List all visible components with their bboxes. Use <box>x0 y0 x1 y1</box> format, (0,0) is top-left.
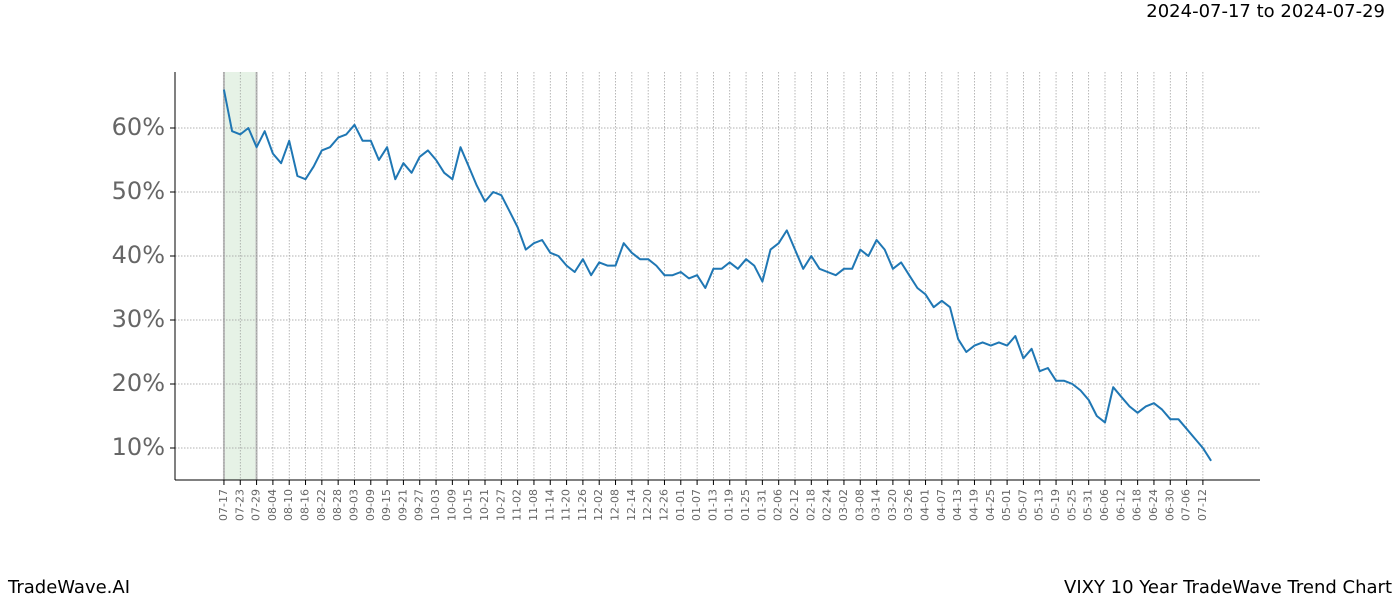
x-tick-label: 07-29 <box>250 489 263 521</box>
x-tick-label: 04-07 <box>935 489 948 521</box>
x-tick-label: 12-08 <box>609 489 622 521</box>
x-tick-label: 08-10 <box>282 489 295 521</box>
x-tick-label: 04-19 <box>967 489 980 521</box>
x-tick-label: 02-18 <box>804 489 817 521</box>
x-tick-label: 08-22 <box>315 489 328 521</box>
x-tick-label: 10-09 <box>445 489 458 521</box>
x-tick-label: 08-04 <box>266 489 279 521</box>
x-tick-label: 03-02 <box>837 489 850 521</box>
x-tick-label: 02-12 <box>788 489 801 521</box>
x-tick-label: 05-25 <box>1065 489 1078 521</box>
date-range: 2024-07-17 to 2024-07-29 <box>1146 1 1385 22</box>
x-tick-label: 05-13 <box>1033 489 1046 521</box>
x-tick-label: 05-01 <box>1000 489 1013 521</box>
x-tick-label: 03-20 <box>886 489 899 521</box>
x-tick-label: 07-06 <box>1180 489 1193 521</box>
x-tick-label: 12-14 <box>625 489 638 521</box>
x-tick-label: 07-23 <box>233 489 246 521</box>
x-tick-label: 10-27 <box>494 489 507 521</box>
x-tick-label: 01-31 <box>755 489 768 521</box>
x-tick-label: 11-08 <box>527 489 540 521</box>
x-tick-label: 01-19 <box>723 489 736 521</box>
x-tick-label: 11-02 <box>511 489 524 521</box>
x-tick-label: 01-01 <box>674 489 687 521</box>
brand: TradeWave.AI <box>7 577 130 598</box>
x-tick-label: 04-13 <box>951 489 964 521</box>
x-tick-label: 07-17 <box>217 489 230 521</box>
x-tick-label: 12-02 <box>592 489 605 521</box>
x-tick-label: 12-20 <box>641 489 654 521</box>
x-tick-label: 09-21 <box>396 489 409 521</box>
x-tick-label: 08-16 <box>299 489 312 521</box>
x-tick-label: 01-13 <box>706 489 719 521</box>
x-tick-label: 06-12 <box>1114 489 1127 521</box>
x-tick-label: 11-20 <box>560 489 573 521</box>
x-tick-label: 03-26 <box>902 489 915 521</box>
x-tick-label: 01-25 <box>739 489 752 521</box>
y-tick-label: 10% <box>112 433 165 461</box>
y-tick-label: 60% <box>112 113 165 141</box>
x-tick-label: 03-08 <box>853 489 866 521</box>
x-tick-label: 06-06 <box>1098 489 1111 521</box>
x-tick-label: 07-12 <box>1196 489 1209 521</box>
x-tick-label: 03-14 <box>870 489 883 521</box>
x-tick-label: 01-07 <box>690 489 703 521</box>
y-tick-label: 50% <box>112 177 165 205</box>
x-tick-label: 06-18 <box>1131 489 1144 521</box>
x-tick-label: 04-01 <box>919 489 932 521</box>
y-tick-label: 40% <box>112 241 165 269</box>
x-tick-label: 11-26 <box>576 489 589 521</box>
x-tick-label: 10-03 <box>429 489 442 521</box>
x-tick-label: 04-25 <box>984 489 997 521</box>
x-tick-label: 06-24 <box>1147 489 1160 521</box>
x-tick-label: 02-06 <box>772 489 785 521</box>
y-tick-label: 20% <box>112 369 165 397</box>
x-tick-label: 05-19 <box>1049 489 1062 521</box>
x-tick-label: 02-24 <box>821 489 834 521</box>
x-tick-label: 09-03 <box>347 489 360 521</box>
x-tick-label: 10-21 <box>478 489 491 521</box>
x-tick-label: 09-09 <box>364 489 377 521</box>
x-tick-label: 12-26 <box>657 489 670 521</box>
x-tick-label: 10-15 <box>462 489 475 521</box>
x-tick-label: 08-28 <box>331 489 344 521</box>
chart-title: VIXY 10 Year TradeWave Trend Chart <box>1064 577 1392 598</box>
x-tick-label: 05-31 <box>1082 489 1095 521</box>
y-tick-label: 30% <box>112 305 165 333</box>
x-tick-label: 06-30 <box>1163 489 1176 521</box>
x-tick-label: 05-07 <box>1016 489 1029 521</box>
x-tick-label: 09-15 <box>380 489 393 521</box>
x-tick-label: 09-27 <box>413 489 426 521</box>
x-tick-label: 11-14 <box>543 489 556 521</box>
series-line <box>222 89 1212 462</box>
